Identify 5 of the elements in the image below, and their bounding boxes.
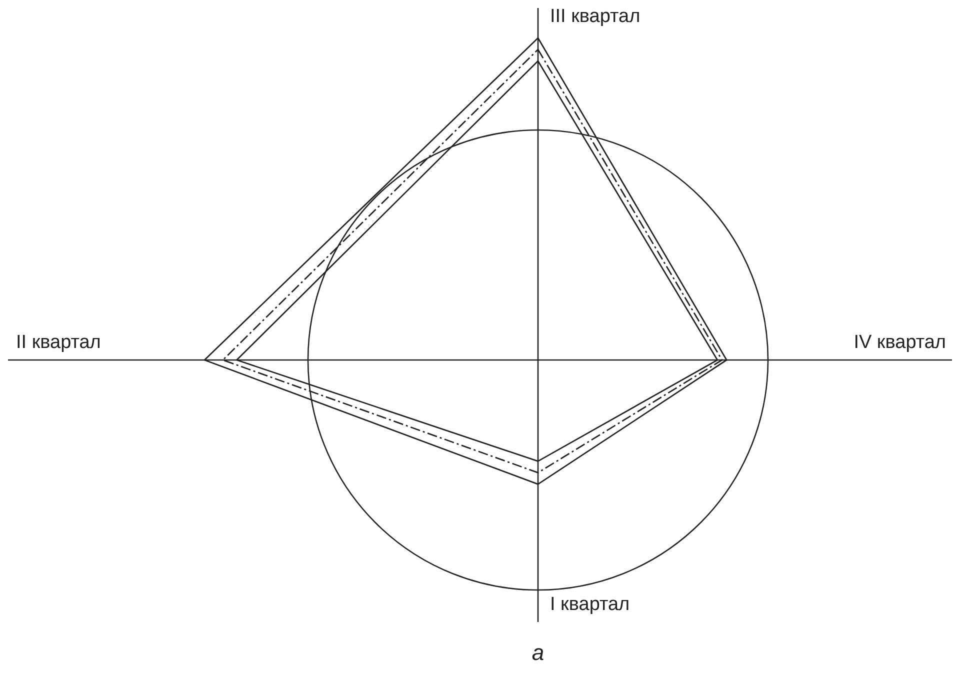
spoke-label: IV квартал — [854, 332, 946, 353]
spoke-label: III квартал — [550, 6, 640, 27]
text: а — [530, 640, 546, 666]
spoke-label: I квартал — [550, 594, 630, 615]
spoke-label: II квартал — [16, 332, 101, 353]
